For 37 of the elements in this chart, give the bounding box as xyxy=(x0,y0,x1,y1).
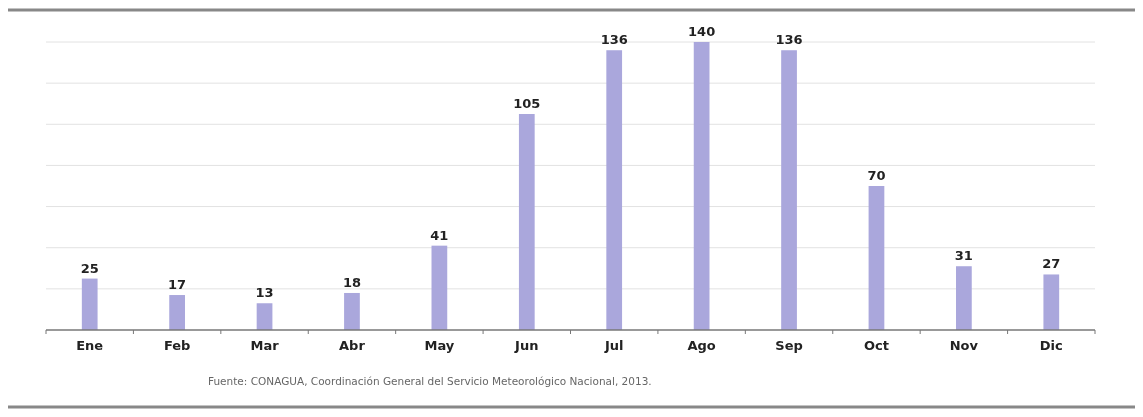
bar xyxy=(256,303,273,330)
bar xyxy=(1043,274,1060,330)
data-label: 136 xyxy=(775,32,803,48)
bar xyxy=(344,292,360,330)
data-label: 18 xyxy=(342,274,362,290)
data-label: 70 xyxy=(867,168,886,183)
bar xyxy=(606,50,623,330)
bar xyxy=(781,50,797,330)
data-label: 17 xyxy=(168,277,187,293)
data-label: 31 xyxy=(954,248,973,264)
x-tick-label: Ago xyxy=(687,338,716,353)
x-tick-label: Jul xyxy=(603,338,624,353)
bar xyxy=(81,278,98,330)
data-label: 140 xyxy=(688,24,716,39)
bar xyxy=(693,42,710,330)
bar xyxy=(868,186,885,330)
x-tick-label: Oct xyxy=(863,338,889,353)
x-tick-label: Ene xyxy=(76,338,104,353)
data-label: 25 xyxy=(80,260,99,276)
x-tick-label: Sep xyxy=(775,338,803,353)
x-tick-label: Abr xyxy=(339,338,366,353)
x-tick-label: Mar xyxy=(250,338,280,353)
bar xyxy=(956,266,972,330)
x-tick-label: Feb xyxy=(163,338,191,353)
x-tick-label: Dic xyxy=(1039,338,1063,353)
bar xyxy=(169,295,185,330)
bar xyxy=(518,114,535,330)
x-tick-label: May xyxy=(424,338,455,353)
data-label: 13 xyxy=(255,285,274,301)
data-label: 105 xyxy=(513,96,541,111)
data-label: 136 xyxy=(600,32,628,48)
data-label: 27 xyxy=(1042,256,1061,272)
x-tick-label: Jun xyxy=(514,338,539,353)
bar xyxy=(431,245,448,330)
data-label: 41 xyxy=(430,227,449,243)
x-tick-label: Nov xyxy=(949,338,979,353)
source-note: Fuente: CONAGUA, Coordinación General del Servicio Meteorológico Nacional, 2013. xyxy=(208,375,652,387)
